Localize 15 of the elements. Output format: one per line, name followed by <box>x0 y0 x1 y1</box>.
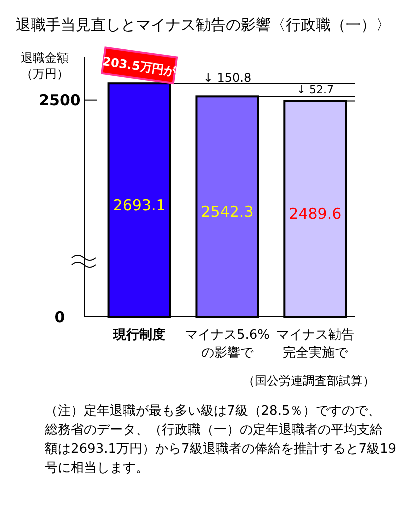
text: （国公労連調査部試算） <box>243 374 375 388</box>
data-label: 2489.6 <box>289 205 342 224</box>
data-label: 2542.3 <box>201 202 254 221</box>
annotation: 203.5万円が <box>102 54 178 79</box>
y-tick-label: 2500 <box>39 92 81 110</box>
x-tick-label: マイナス5.6%の影響で <box>184 328 270 361</box>
annotation: ↓ 52.7 <box>296 84 334 97</box>
y-axis-title: 退職金額（万円） <box>21 51 69 81</box>
annotation: ↓ 150.8 <box>203 71 252 86</box>
data-label: 2693.1 <box>113 196 166 214</box>
x-tick-label: マイナス勧告完全実施で <box>276 328 354 361</box>
chart-title: 退職手当見直しとマイナス勧告の影響〈行政職（一）〉 <box>16 16 391 34</box>
text: （注）定年退職が最も多い級は7級（28.5％）ですので、総務省のデータ、（行政職（一）の定年退職者の平均支給額は2693.1万円）から7級退職者の俸給を推計すると7級19号に相当します。 <box>44 404 397 476</box>
x-tick-label: 現行制度 <box>112 327 166 343</box>
y-tick-label: 0 <box>54 308 66 326</box>
